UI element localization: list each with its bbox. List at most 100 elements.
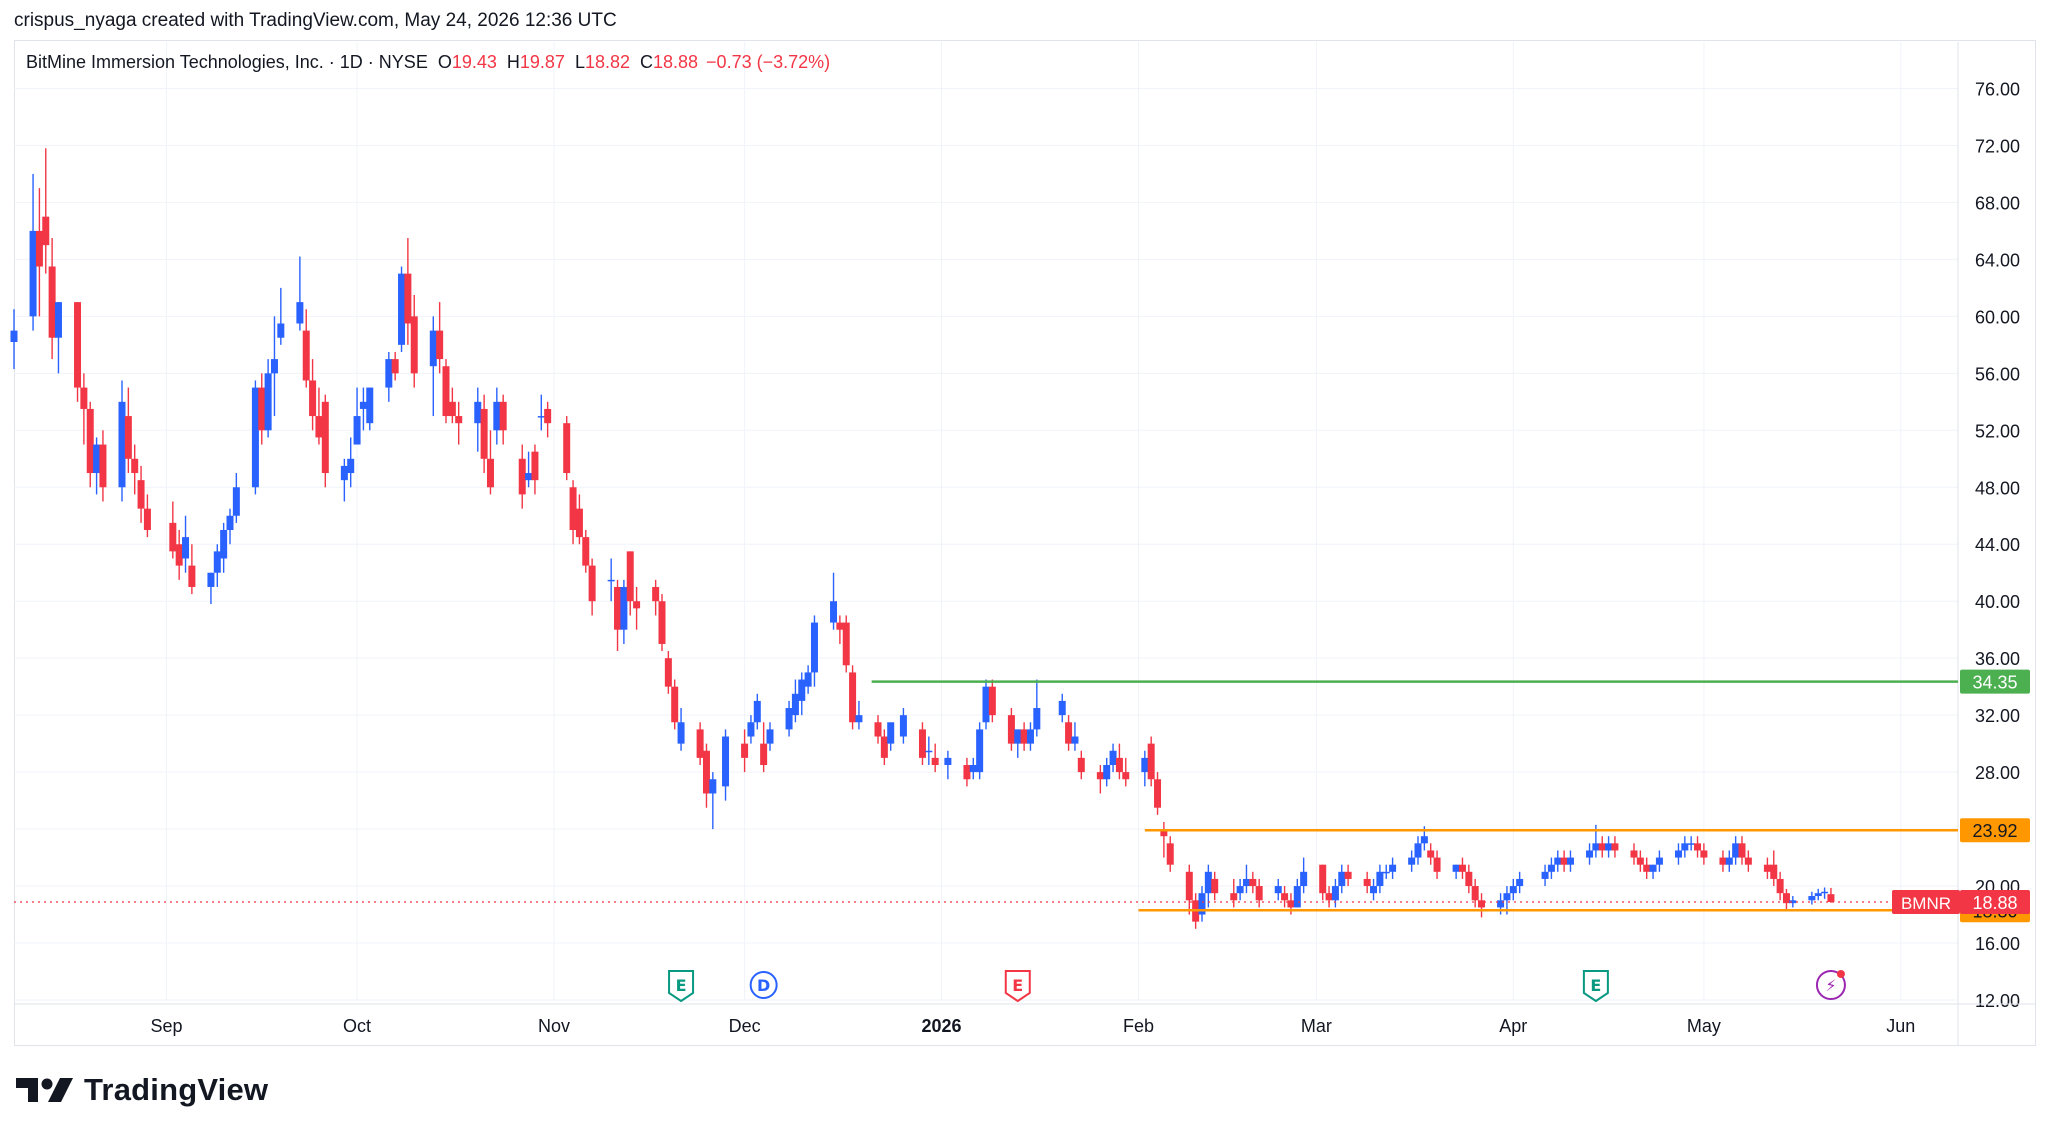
candle-body: [1586, 850, 1594, 858]
candle-body: [702, 750, 710, 794]
candle-body: [1821, 891, 1829, 894]
candle-body: [988, 686, 996, 716]
candle-body: [99, 444, 107, 488]
candle-body: [296, 302, 304, 324]
candle-body: [1681, 843, 1689, 851]
candle-body: [429, 330, 437, 367]
candle-body: [722, 736, 730, 787]
candle-body: [436, 330, 444, 360]
chart-frame[interactable]: [14, 40, 2036, 1046]
candle-body: [944, 757, 952, 765]
legend-close-label: C: [640, 52, 653, 72]
candle-body: [1204, 871, 1212, 894]
candle-body: [976, 729, 984, 773]
candle-body: [264, 373, 272, 431]
candle-body: [1141, 757, 1149, 773]
candle-body: [1198, 893, 1206, 915]
candle-body: [1611, 843, 1619, 851]
legend-high-label: H: [506, 52, 520, 72]
candle-body: [404, 273, 412, 324]
last-price-tag: [1960, 890, 2030, 915]
candle-body: [1503, 893, 1511, 901]
candle-body: [340, 465, 348, 481]
event-marker-letter: D: [757, 976, 770, 995]
candle-body: [1115, 757, 1123, 773]
y-tick-label: 48.00: [1975, 478, 2020, 498]
candle-body: [213, 551, 221, 573]
candle-body: [137, 480, 145, 509]
candle-body: [169, 522, 177, 552]
y-tick-label: 76.00: [1975, 79, 2020, 99]
candle-body: [1103, 765, 1111, 780]
candle-body: [633, 601, 641, 609]
candle-body: [1185, 871, 1193, 901]
candle-body: [760, 743, 768, 765]
candle-body: [486, 458, 494, 488]
candle-body: [925, 750, 933, 753]
candle-body: [188, 565, 196, 587]
candle-body: [48, 266, 56, 338]
candle-body: [1408, 857, 1416, 865]
candle-body: [1071, 736, 1079, 744]
y-tick-label: 60.00: [1975, 307, 2020, 327]
candle-body: [569, 487, 577, 530]
x-tick-label: Sep: [150, 1016, 182, 1036]
candle-body: [1566, 857, 1574, 865]
candle-body: [1433, 857, 1441, 872]
candle-body: [1154, 779, 1162, 808]
candle-body: [10, 330, 18, 342]
candle-body: [1592, 843, 1600, 851]
y-tick-label: 64.00: [1975, 250, 2020, 270]
candle-body: [582, 537, 590, 566]
candle-body: [830, 601, 838, 623]
candle-body: [1605, 843, 1613, 851]
candle-body: [1293, 886, 1301, 908]
candle-body: [1230, 893, 1238, 901]
candle-body: [1376, 871, 1384, 887]
candle-body: [442, 366, 450, 417]
candle-body: [480, 408, 488, 459]
candle-body: [531, 451, 539, 481]
x-tick-label: 2026: [922, 1016, 962, 1036]
dividend-marker-icon: [749, 971, 778, 999]
event-marker-letter: ⚡: [1825, 976, 1836, 995]
candle-body: [887, 722, 895, 744]
candle-body: [1649, 864, 1657, 872]
candle-body: [1255, 886, 1263, 901]
candle-body: [1782, 893, 1790, 904]
tradingview-brand[interactable]: TradingView: [16, 1072, 268, 1108]
x-tick-label: Mar: [1301, 1016, 1332, 1036]
candle-body: [1827, 894, 1835, 903]
x-tick-label: Nov: [538, 1016, 570, 1036]
candle-body: [575, 508, 583, 538]
candle-body: [1344, 871, 1352, 879]
candle-body: [1414, 843, 1422, 858]
candle-body: [1122, 772, 1130, 780]
candle-body: [1471, 886, 1479, 901]
candle-body: [1655, 857, 1663, 865]
x-tick-label: May: [1687, 1016, 1721, 1036]
candle-body: [1389, 864, 1397, 872]
candle-body: [131, 458, 139, 474]
candle-body: [1509, 886, 1517, 894]
candle-body: [143, 508, 151, 530]
symbol-legend: BitMine Immersion Technologies, Inc. · 1…: [26, 52, 830, 73]
candle-body: [798, 679, 806, 701]
candle-body: [74, 302, 82, 388]
candle-body: [1427, 850, 1435, 858]
candle-body: [182, 537, 190, 559]
candle-body: [1732, 843, 1740, 858]
candle-body: [207, 572, 215, 587]
symbol-price-badge: [1892, 890, 1960, 915]
candle-body: [931, 757, 939, 765]
candle-body: [226, 515, 234, 530]
candle-body: [42, 216, 50, 246]
level-price-tag: [1960, 818, 2030, 843]
candle-body: [1674, 850, 1682, 858]
candle-body: [124, 416, 132, 459]
y-tick-label: 52.00: [1975, 421, 2020, 441]
legend-low-label: L: [574, 52, 585, 72]
candle-body: [1541, 871, 1549, 879]
candle-body: [614, 586, 622, 630]
